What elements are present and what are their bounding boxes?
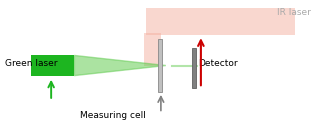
Bar	[158, 39, 162, 92]
Polygon shape	[74, 55, 166, 76]
Text: Detector: Detector	[198, 58, 238, 68]
Text: Measuring cell: Measuring cell	[80, 111, 146, 120]
Text: IR laser: IR laser	[277, 8, 311, 17]
Text: Green laser: Green laser	[5, 58, 57, 68]
Bar	[146, 8, 294, 35]
Bar	[31, 55, 74, 76]
Bar	[192, 48, 196, 88]
Bar	[144, 33, 161, 66]
